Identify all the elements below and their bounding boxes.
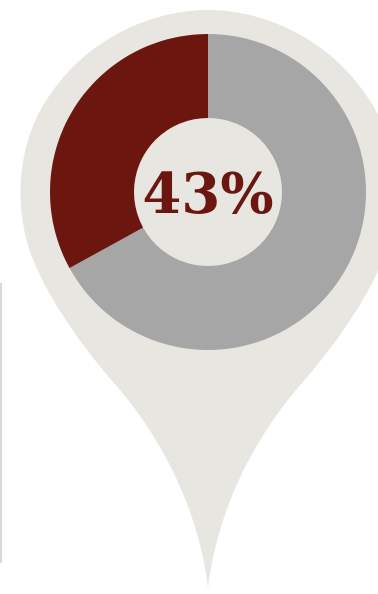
left-edge-divider [0, 283, 2, 563]
donut-hole [134, 118, 282, 266]
center-percent-label: 43% [142, 161, 273, 227]
